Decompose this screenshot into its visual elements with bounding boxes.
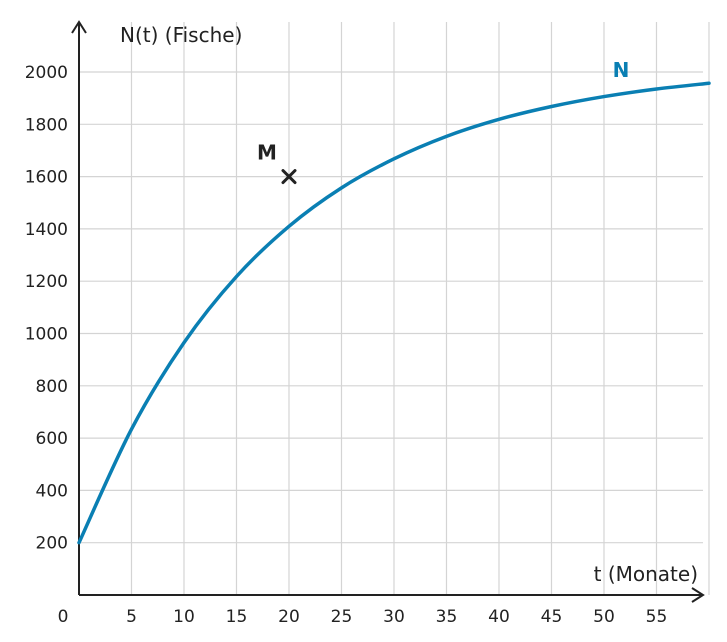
x-tick-labels: 5 10 15 20 25 30 35 40 45 50 55 [126, 607, 667, 627]
x-axis-arrow [691, 587, 705, 603]
y-tick-label: 1000 [25, 325, 68, 345]
x-tick-label: 40 [488, 607, 510, 627]
y-tick-label: 800 [36, 377, 68, 397]
point-marker-m [281, 169, 297, 185]
y-tick-label: 200 [36, 534, 68, 554]
points-layer: M [257, 141, 297, 185]
axes [71, 20, 705, 603]
grid [79, 22, 710, 595]
y-tick-labels: 200 400 600 800 1000 1200 1400 1600 1800 2000 [25, 63, 68, 554]
x-tick-label: 20 [278, 607, 300, 627]
x-tick-label: 15 [226, 607, 248, 627]
point-label-m: M [257, 141, 277, 165]
y-tick-label: 2000 [25, 63, 68, 83]
x-tick-label: 10 [173, 607, 195, 627]
y-tick-label: 400 [36, 481, 68, 501]
y-tick-label: 1800 [25, 115, 68, 135]
x-tick-label: 35 [436, 607, 458, 627]
x-tick-label: 30 [383, 607, 405, 627]
series-layer: N [77, 58, 711, 545]
x-axis-title: t (Monate) [594, 562, 698, 586]
y-axis-arrow [71, 20, 87, 34]
y-tick-label: 1200 [25, 272, 68, 292]
series-line-n [77, 81, 711, 545]
x-tick-label: 50 [593, 607, 615, 627]
y-tick-label: 1600 [25, 168, 68, 188]
series-label-n: N [613, 58, 630, 82]
x-tick-label: 25 [331, 607, 353, 627]
y-tick-label: 1400 [25, 220, 68, 240]
x-tick-label: 55 [646, 607, 668, 627]
y-axis-title: N(t) (Fische) [120, 23, 242, 47]
origin-label: 0 [58, 607, 69, 627]
x-tick-label: 5 [126, 607, 137, 627]
x-tick-label: 45 [541, 607, 563, 627]
y-tick-label: 600 [36, 429, 68, 449]
